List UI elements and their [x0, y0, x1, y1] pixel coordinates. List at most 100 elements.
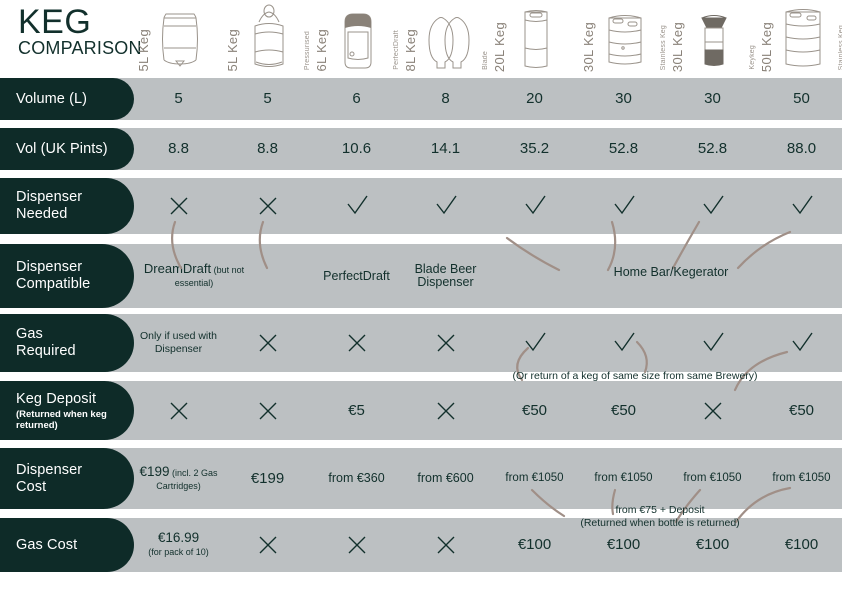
cell: €50: [521, 401, 548, 419]
row-label-main: Keg Deposit: [16, 390, 97, 407]
cell: 88.0: [786, 140, 817, 157]
row-label-text: Dispenser Needed: [16, 189, 83, 222]
cross-icon: [259, 197, 276, 215]
annotation-home-bar: Home Bar/Kegerator: [613, 265, 729, 279]
cell: €100: [695, 536, 730, 553]
cell: €100: [606, 536, 641, 553]
table-row: Dispenser Needed: [0, 178, 842, 234]
check-icon: [346, 195, 368, 215]
cell: from €1050: [594, 472, 653, 484]
column-sub-3: PerfectDraft: [393, 30, 400, 70]
cell: from €1050: [505, 472, 564, 484]
cell: 8.8: [168, 140, 189, 157]
row-label-dispenser-compatible: Dispenser Compatible: [0, 244, 134, 308]
cell: 5: [263, 90, 272, 107]
cell: [490, 178, 579, 234]
cross-icon: [704, 402, 721, 419]
page-title: KEG COMPARISON: [18, 3, 142, 58]
table-row: Vol (UK Pints) 8.8 8.8 10.6 14.1 35.2 52…: [0, 128, 842, 170]
cell: 52.8: [697, 140, 728, 157]
cell: €199 (incl. 2 Gas Cartridges): [139, 463, 218, 491]
cell: PerfectDraft: [323, 268, 390, 283]
check-icon: [702, 195, 724, 215]
cell: [223, 518, 312, 572]
pressurised-keg-icon: [254, 4, 284, 67]
slim-keg-icon: [524, 10, 548, 68]
cell: [757, 178, 842, 234]
cell: [579, 178, 668, 234]
cell: DreamDraft (but not essential): [143, 261, 245, 288]
cell: [579, 314, 668, 372]
cell: [401, 518, 490, 572]
row-label-text: Vol (UK Pints): [16, 140, 108, 157]
stainless-keg-icon: [608, 15, 642, 65]
cell: 8.8: [257, 140, 278, 157]
cell: €50: [610, 401, 637, 419]
check-icon: [524, 332, 546, 352]
table-row: Dispenser Compatible DreamDraft (but not…: [0, 244, 842, 308]
blade-keg-icon: [428, 17, 470, 69]
cell: €100: [784, 536, 819, 553]
row-label-dispenser-needed: Dispenser Needed: [0, 178, 134, 234]
cross-icon: [259, 536, 276, 554]
check-icon: [524, 195, 546, 215]
cell: 20: [526, 90, 543, 107]
table-row: Keg Deposit (Returned when keg returned)…: [0, 381, 842, 440]
cell: [223, 178, 312, 234]
row-label-text: Keg Deposit (Returned when keg returned): [0, 374, 134, 448]
column-header-3: 6L Keg PerfectDraft: [312, 0, 401, 78]
column-header-7: 30L Keg Keykeg: [668, 0, 757, 78]
cell: €199: [250, 469, 285, 487]
column-sub-7: Keykeg: [749, 45, 756, 70]
cell: 30: [615, 90, 632, 107]
cell: €100: [517, 536, 552, 553]
cell: €16.99 (for pack of 10): [148, 530, 209, 557]
barrel-keg-icon: [162, 13, 198, 67]
table-row: Gas Cost €16.99 (for pack of 10) €100 €10…: [0, 518, 842, 572]
cell: [757, 314, 842, 372]
column-label-6: 30L Keg: [581, 21, 596, 72]
cell: [312, 314, 401, 372]
check-icon: [435, 195, 457, 215]
row-label-text: Volume (L): [16, 90, 88, 107]
cell: from €360: [328, 471, 385, 485]
column-sub-8: Stainless Keg: [838, 24, 842, 70]
cell: [490, 314, 579, 372]
row-label-text: Dispenser Cost: [16, 461, 83, 495]
cell: [223, 314, 312, 372]
row-label-gas-required: Gas Required: [0, 314, 134, 372]
title-line-1: KEG: [18, 3, 92, 41]
column-header-1: 5L Keg: [134, 0, 223, 78]
cell: [312, 178, 401, 234]
annotation-bottle-deposit-1: from €75 + Deposit: [615, 504, 705, 516]
column-header-2: 5L Keg Pressurised: [223, 0, 312, 78]
row-label-gas-cost: Gas Cost: [0, 518, 134, 572]
cross-icon: [437, 334, 454, 352]
cell: [134, 381, 223, 440]
cell: [312, 518, 401, 572]
cell: [668, 381, 757, 440]
chart-header: KEG COMPARISON 5L Keg: [0, 0, 842, 78]
check-icon: [613, 332, 635, 352]
cell: 52.8: [608, 140, 639, 157]
cell: from €600: [417, 471, 474, 485]
cell: 35.2: [519, 140, 550, 157]
cross-icon: [437, 402, 454, 419]
column-header-8: 50L Keg Stainless Keg: [757, 0, 842, 78]
column-header-6: 30L Keg Stainless Keg: [579, 0, 668, 78]
cross-icon: [437, 536, 454, 554]
cross-icon: [170, 197, 187, 215]
column-label-1: 5L Keg: [136, 29, 151, 72]
cell: [134, 178, 223, 234]
cell: 14.1: [430, 140, 461, 157]
row-label-text: Dispenser Compatible: [16, 259, 91, 292]
cell: 30: [704, 90, 721, 107]
cell: 5: [174, 90, 183, 107]
cell: Blade Beer Dispenser: [414, 262, 477, 289]
perfectdraft-keg-icon: [344, 13, 372, 69]
cell: from €1050: [683, 472, 742, 484]
cell: [223, 381, 312, 440]
table-row: Gas Required Only if used with Dispenser: [0, 314, 842, 372]
cross-icon: [348, 536, 365, 554]
